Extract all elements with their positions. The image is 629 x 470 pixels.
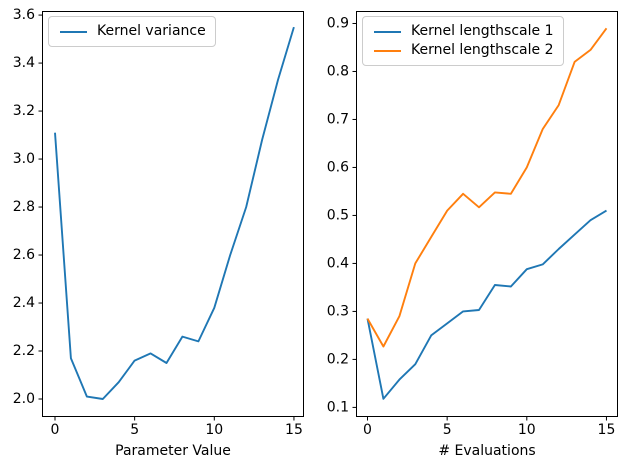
y-tick-label: 2.0 — [13, 391, 35, 407]
x-axis-label: # Evaluations — [438, 443, 535, 459]
x-tick-label: 10 — [205, 422, 223, 438]
legend-label: Kernel variance — [97, 23, 206, 39]
legend-label: Kernel lengthscale 2 — [411, 42, 554, 58]
legend: Kernel variance — [48, 16, 216, 47]
plot-border — [42, 11, 304, 417]
y-tick-label: 3.4 — [13, 55, 35, 71]
plot-canvas: 0 5 10 15 0.1 0.2 0.3 0.4 0.5 0.6 0.7 0.8 0.9 # Evalu… — [327, 11, 618, 459]
plot-canvas: 0 5 10 15 2.0 2.2 2.4 2.6 2.8 3.0 3.2 3.4 3.6 Paramet… — [13, 7, 304, 459]
y-tick-label: 0.2 — [327, 351, 349, 367]
y-tick-label: 0.1 — [327, 399, 349, 415]
legend-item: Kernel lengthscale 1 — [374, 22, 554, 41]
y-tick-label: 2.6 — [13, 247, 35, 263]
x-tick-label: 0 — [51, 422, 60, 438]
legend-line-sample — [374, 49, 401, 52]
x-tick-label: 10 — [518, 422, 536, 438]
legend: Kernel lengthscale 1 Kernel lengthscale 2 — [362, 16, 564, 66]
y-tick-label: 3.6 — [13, 7, 35, 23]
x-tick-label: 0 — [363, 422, 372, 438]
series-line-1 — [366, 209, 607, 400]
legend-label: Kernel lengthscale 1 — [411, 23, 554, 39]
x-axis-label: Parameter Value — [115, 443, 231, 459]
y-tick-label: 0.9 — [327, 15, 349, 31]
left-plot: 0 5 10 15 2.0 2.2 2.4 2.6 2.8 3.0 3.2 3.4 3.6 Paramet… — [13, 7, 304, 459]
x-tick-label: 5 — [130, 422, 139, 438]
legend-line-sample — [60, 30, 87, 33]
y-tick-label: 3.2 — [13, 103, 35, 119]
legend-item: Kernel lengthscale 2 — [374, 41, 554, 60]
y-tick-label: 0.5 — [327, 207, 349, 223]
y-tick-label: 3.0 — [13, 151, 35, 167]
y-tick-label: 2.8 — [13, 199, 35, 215]
y-tick-label: 0.7 — [327, 111, 349, 127]
y-tick-label: 0.6 — [327, 159, 349, 175]
plot-border — [356, 11, 618, 417]
x-tick-label: 15 — [598, 422, 616, 438]
series-line-2 — [366, 27, 608, 348]
y-tick-label: 2.4 — [13, 295, 35, 311]
legend-item: Kernel variance — [60, 22, 206, 41]
right-plot: 0 5 10 15 0.1 0.2 0.3 0.4 0.5 0.6 0.7 0.8 0.9 # Evalu… — [327, 11, 618, 459]
x-tick-label: 15 — [285, 422, 303, 438]
y-tick-label: 2.2 — [13, 343, 35, 359]
legend-line-sample — [374, 30, 401, 33]
x-tick-label: 5 — [443, 422, 452, 438]
y-tick-label: 0.3 — [327, 303, 349, 319]
y-tick-label: 0.8 — [327, 63, 349, 79]
y-tick-label: 0.4 — [327, 255, 349, 271]
series-line-1 — [54, 26, 295, 400]
